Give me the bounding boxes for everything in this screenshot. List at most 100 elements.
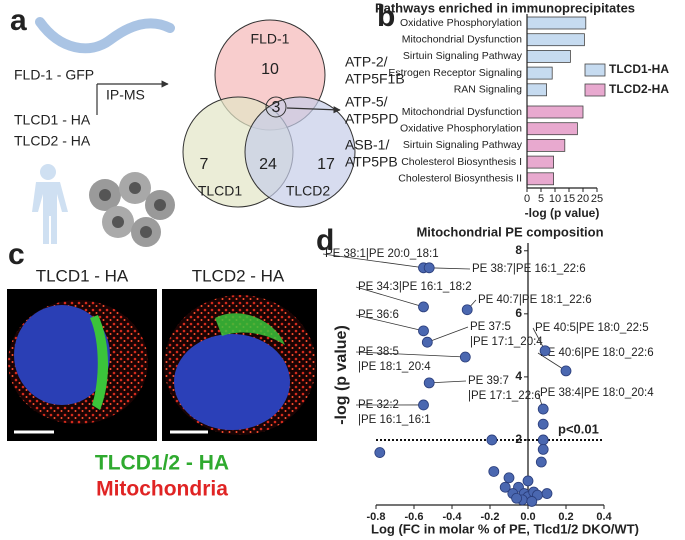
x-axis-label: -log (p value) (525, 206, 600, 220)
venn-count: 3 (272, 99, 281, 116)
bait-label: FLD-1 - GFP (14, 67, 94, 83)
data-point (522, 475, 534, 487)
category-label: Cholesterol Biosynthesis I (401, 156, 522, 168)
legend-label: TLCD1-HA (609, 62, 669, 76)
leader-line (355, 351, 466, 358)
point-label: PE 34:3|PE 16:1_18:2 (358, 281, 472, 293)
point-label: |PE 17:1_20:4 (470, 336, 543, 348)
bar (526, 83, 548, 97)
leader-line (429, 380, 467, 384)
legend-label: TLCD2-HA (609, 82, 669, 96)
protein-label: ASB-1/ (345, 137, 389, 153)
category-label: Oxidative Phosphorylation (400, 17, 522, 29)
leader-line (355, 314, 424, 332)
legend-label: Mitochondria (96, 478, 228, 501)
data-point (418, 399, 429, 411)
panel-letter: d (316, 224, 334, 257)
bar (526, 66, 553, 80)
point-label: PE 38:5 (358, 346, 399, 358)
bar (526, 122, 578, 136)
category-label: Sirtuin Signaling Pathway (403, 50, 523, 62)
point-label: PE 40:6|PE 18:0_22:6 (540, 347, 654, 359)
data-point (537, 434, 549, 446)
micrograph (7, 289, 157, 441)
x-tick-label: 10 (549, 193, 561, 205)
construct-label: TLCD2 - HA (14, 133, 91, 149)
leader-line (537, 352, 567, 372)
data-point (421, 336, 433, 348)
y-tick-label: 8 (515, 243, 522, 257)
panel-a: FLD-1 - GFP IP-MS TLCD1 - HA TLCD2 - HA … (14, 17, 405, 247)
leader-line (322, 253, 424, 269)
venn-set-label: TLCD1 (198, 183, 243, 199)
venn-count: 7 (200, 156, 209, 173)
bar (526, 33, 585, 47)
y-tick-label: 4 (515, 369, 522, 383)
x-tick-label: 25 (591, 193, 603, 205)
micrograph (162, 289, 317, 441)
point-label: |PE 17:1_22:6 (468, 390, 541, 402)
panel-letter: b (377, 0, 395, 33)
data-point (486, 434, 498, 446)
highlight-circle (265, 96, 287, 118)
category-label: Cholesterol Biosynthesis II (398, 173, 522, 185)
legend-swatch (584, 63, 606, 77)
data-point (537, 443, 549, 455)
protein-label: ATP5PD (345, 111, 398, 127)
legend-swatch (584, 83, 606, 97)
leader-line (355, 286, 424, 308)
bar (526, 50, 571, 63)
bar (526, 16, 587, 30)
point-label: PE 37:5 (470, 321, 511, 333)
human-icon (32, 164, 68, 244)
point-label: PE 38:4|PE 18:0_20:4 (540, 387, 654, 399)
venn-set-label: TLCD2 (286, 183, 331, 199)
bar (526, 105, 584, 119)
data-point (423, 377, 435, 389)
worm-icon (35, 17, 175, 54)
data-point (560, 365, 572, 377)
data-point (374, 447, 386, 458)
data-point (499, 481, 511, 493)
x-tick-label: -0.4 (443, 511, 463, 523)
category-label: Mitochondrial Dysfunction (402, 33, 522, 45)
x-tick-label: 0.4 (596, 511, 612, 523)
point-label: PE 38:7|PE 16:1_22:6 (472, 263, 586, 275)
bar (526, 138, 566, 152)
data-point (541, 488, 553, 499)
bar (526, 172, 555, 186)
method-label: IP-MS (106, 87, 145, 103)
venn-circle (244, 96, 356, 208)
x-tick-label: 20 (577, 193, 589, 205)
data-point (537, 418, 549, 430)
threshold-label: p<0.01 (558, 421, 599, 436)
data-point (488, 466, 500, 477)
category-label: RAN Signaling (454, 84, 522, 96)
chart-title: Pathways enriched in immunoprecipitates (375, 0, 635, 15)
category-label: Mitochondrial Dysfunction (402, 106, 522, 118)
category-label: Sirtuin Signaling Pathway (403, 139, 523, 151)
data-point (535, 456, 547, 468)
protein-label: ATP-5/ (345, 94, 388, 110)
leader-line (429, 267, 471, 270)
point-label: PE 32:2 (358, 399, 399, 411)
data-point (459, 351, 471, 363)
point-label: PE 40:5|PE 18:0_22:5 (535, 322, 649, 334)
venn-diagram (182, 19, 356, 208)
data-point (511, 492, 522, 504)
panel-c: TLCD1 - HA TLCD2 - HA TLCD1/2 - HA Mitoc… (7, 266, 317, 501)
x-tick-label: 0.2 (558, 511, 573, 523)
construct-label: TLCD1 - HA (14, 112, 91, 128)
data-point (461, 304, 473, 316)
venn-set-label: FLD-1 (251, 31, 290, 47)
category-label: Oxidative Phosphorylation (400, 122, 522, 134)
y-axis-label: -log (p value) (333, 325, 350, 425)
data-point (537, 403, 549, 415)
data-point (539, 345, 551, 357)
x-tick-label: 15 (563, 193, 575, 205)
y-tick-label: 2 (515, 432, 522, 446)
arrow (286, 106, 341, 114)
point-label: |PE 16:1_16:1 (358, 414, 431, 426)
image-title: TLCD1 - HA (36, 266, 129, 285)
